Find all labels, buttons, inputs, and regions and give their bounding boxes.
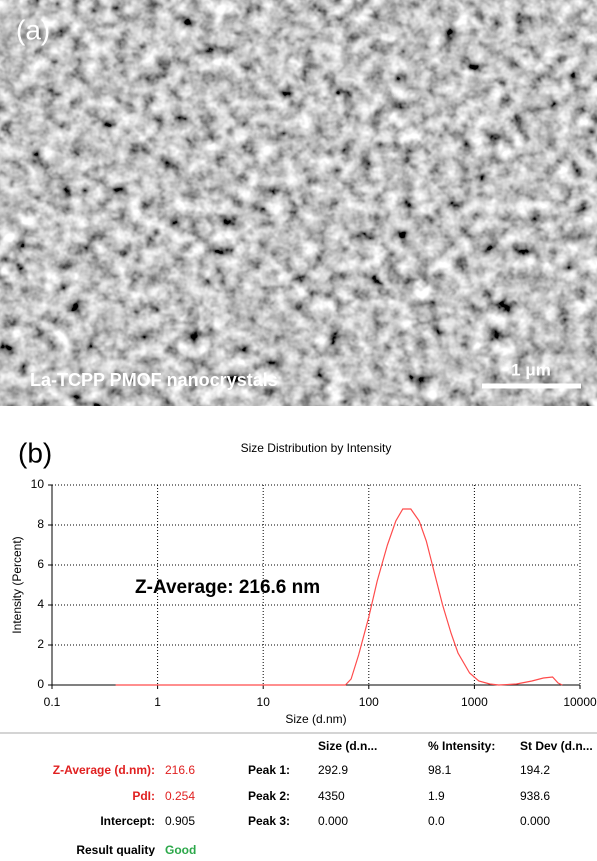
panel-label: (b) [18, 437, 52, 468]
peak-label: Peak 2: [248, 789, 290, 803]
x-tick-label: 10 [257, 695, 271, 709]
y-tick-label: 4 [37, 597, 44, 611]
peak-value: 292.9 [318, 763, 348, 777]
data-line [115, 508, 563, 686]
summary-label: Intercept: [100, 814, 155, 828]
peak-value: 0.0 [428, 814, 445, 828]
x-tick-label: 10000 [563, 695, 597, 709]
y-tick-label: 6 [37, 557, 44, 571]
y-tick-label: 8 [37, 517, 44, 531]
peak-label: Peak 3: [248, 814, 290, 828]
y-tick-label: 0 [37, 677, 44, 691]
summary-label: Z-Average (d.nm): [53, 763, 155, 777]
summary-label: Result quality [76, 843, 155, 856]
column-header: St Dev (d.n... [520, 739, 593, 753]
summary-label: PdI: [132, 789, 155, 803]
peak-value: 0.000 [520, 814, 550, 828]
y-tick-label: 10 [31, 477, 45, 491]
column-header: Size (d.n... [318, 739, 377, 753]
peak-value: 938.6 [520, 789, 550, 803]
x-tick-label: 1000 [461, 695, 488, 709]
x-tick-label: 100 [359, 695, 379, 709]
y-axis-label: Intensity (Percent) [10, 536, 24, 633]
peak-value: 1.9 [428, 789, 445, 803]
panel-label: (a) [16, 14, 50, 45]
sem-image [0, 0, 597, 406]
peak-label: Peak 1: [248, 763, 290, 777]
x-tick-label: 0.1 [44, 695, 61, 709]
results-table: Size (d.n... % Intensity: St Dev (d.n... Pe… [53, 739, 593, 857]
caption: La-TCPP PMOF nanocrystals [30, 370, 278, 390]
x-axis-label: Size (d.nm) [285, 712, 346, 726]
peak-value: 0.000 [318, 814, 348, 828]
chart-title: Size Distribution by Intensity [241, 441, 392, 455]
annotation: Z-Average: 216.6 nm [135, 577, 320, 598]
peak-value: 98.1 [428, 763, 452, 777]
summary-value: 0.254 [165, 789, 195, 803]
summary-value: 216.6 [165, 763, 195, 777]
x-tick-label: 1 [154, 695, 161, 709]
column-header: % Intensity: [428, 739, 495, 753]
peak-value: 194.2 [520, 763, 550, 777]
peak-value: 4350 [318, 789, 345, 803]
summary-value: 0.905 [165, 814, 195, 828]
scale-bar-label: 1 μm [511, 360, 551, 379]
y-tick-label: 2 [37, 637, 44, 651]
summary-value: Good [165, 843, 196, 856]
